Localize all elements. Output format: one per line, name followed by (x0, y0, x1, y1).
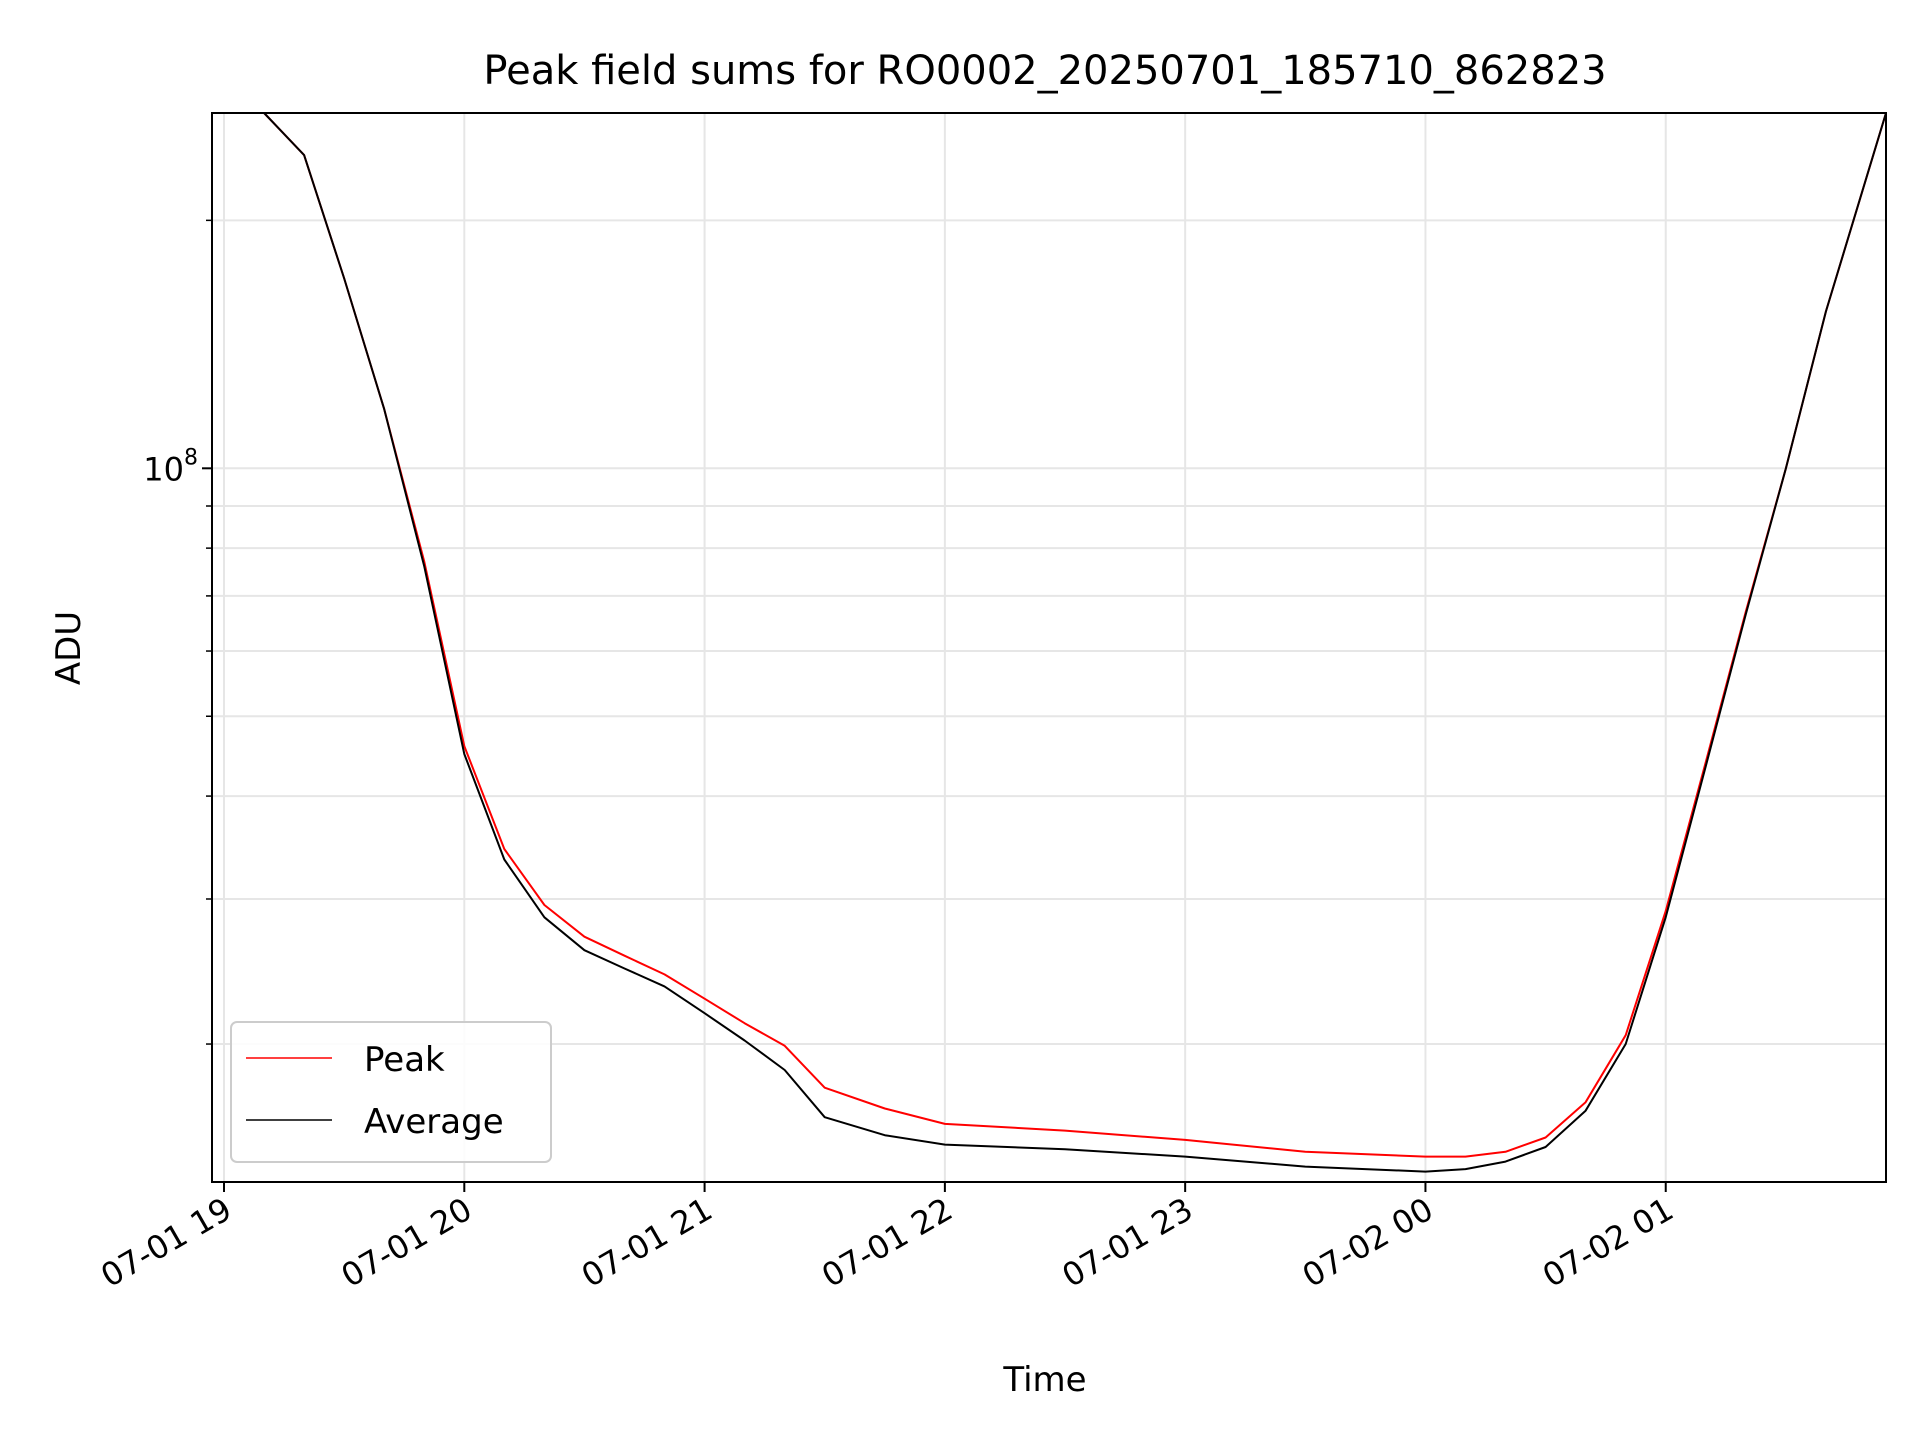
series-layer (212, 112, 1887, 1173)
series-line-average (212, 112, 1887, 1173)
y-tick-label: 108 (143, 445, 198, 488)
series-line-peak (212, 112, 1887, 1158)
legend: Peak Average (230, 1021, 552, 1163)
x-axis-label: Time (1002, 1360, 1086, 1400)
legend-box (230, 1021, 552, 1163)
plot-frame (211, 112, 1887, 1183)
chart-title: Peak field sums for RO0002_20250701_1857… (483, 48, 1606, 94)
legend-label-peak: Peak (364, 1040, 445, 1080)
y-axis-label: ADU (49, 611, 89, 685)
legend-label-average: Average (364, 1102, 504, 1142)
y-axis-ticks: 108 (143, 219, 212, 1045)
